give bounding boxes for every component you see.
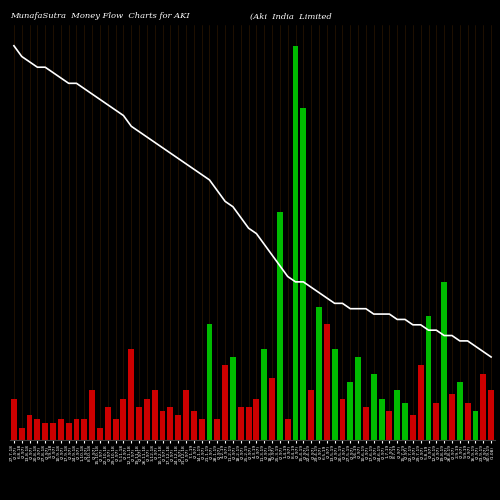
Bar: [340, 398, 345, 440]
Bar: [285, 419, 290, 440]
Bar: [410, 415, 416, 440]
Bar: [441, 282, 447, 440]
Bar: [34, 419, 40, 440]
Bar: [238, 407, 244, 440]
Bar: [214, 419, 220, 440]
Bar: [191, 411, 197, 440]
Bar: [144, 398, 150, 440]
Bar: [254, 398, 260, 440]
Bar: [363, 407, 369, 440]
Bar: [292, 46, 298, 440]
Bar: [246, 407, 252, 440]
Bar: [168, 407, 173, 440]
Bar: [262, 348, 267, 440]
Bar: [488, 390, 494, 440]
Text: (Aki  India  Limited: (Aki India Limited: [250, 12, 332, 20]
Bar: [418, 366, 424, 440]
Bar: [136, 407, 142, 440]
Bar: [457, 382, 462, 440]
Bar: [42, 424, 48, 440]
Bar: [316, 307, 322, 440]
Bar: [230, 357, 236, 440]
Bar: [480, 374, 486, 440]
Bar: [426, 316, 432, 440]
Bar: [160, 411, 166, 440]
Bar: [300, 108, 306, 440]
Bar: [176, 415, 181, 440]
Bar: [112, 419, 118, 440]
Bar: [66, 424, 71, 440]
Bar: [58, 419, 64, 440]
Bar: [120, 398, 126, 440]
Bar: [198, 419, 204, 440]
Bar: [324, 324, 330, 440]
Bar: [402, 402, 408, 440]
Bar: [332, 348, 338, 440]
Bar: [386, 411, 392, 440]
Bar: [269, 378, 275, 440]
Bar: [472, 411, 478, 440]
Bar: [50, 424, 56, 440]
Bar: [464, 402, 470, 440]
Bar: [152, 390, 158, 440]
Bar: [26, 415, 32, 440]
Bar: [355, 357, 361, 440]
Bar: [378, 398, 384, 440]
Bar: [128, 348, 134, 440]
Bar: [105, 407, 110, 440]
Bar: [394, 390, 400, 440]
Bar: [183, 390, 189, 440]
Bar: [308, 390, 314, 440]
Bar: [11, 398, 17, 440]
Bar: [97, 428, 103, 440]
Bar: [434, 402, 440, 440]
Bar: [74, 419, 80, 440]
Bar: [348, 382, 353, 440]
Bar: [449, 394, 455, 440]
Bar: [82, 419, 87, 440]
Bar: [222, 366, 228, 440]
Text: MunafaSutra  Money Flow  Charts for AKI: MunafaSutra Money Flow Charts for AKI: [10, 12, 190, 20]
Bar: [19, 428, 24, 440]
Bar: [277, 212, 283, 440]
Bar: [206, 324, 212, 440]
Bar: [89, 390, 95, 440]
Bar: [371, 374, 376, 440]
